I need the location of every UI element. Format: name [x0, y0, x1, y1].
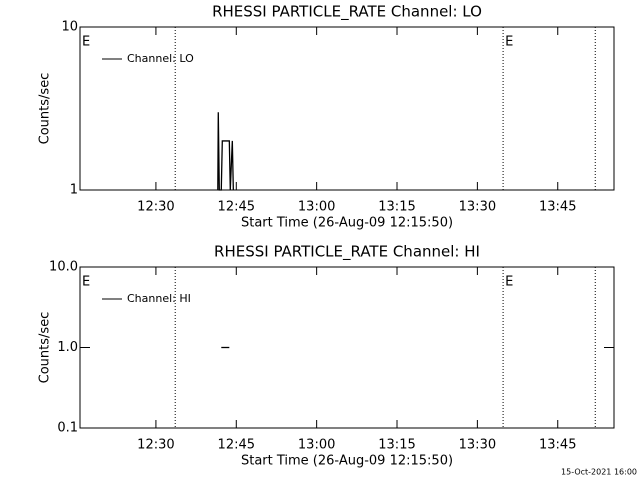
chart-title: RHESSI PARTICLE_RATE Channel: LO: [212, 3, 482, 22]
x-tick-label: 13:45: [539, 200, 576, 215]
x-tick-label: 12:30: [137, 438, 174, 453]
x-tick-label: 13:15: [378, 438, 415, 453]
footer: 15-Oct-2021 16:00: [561, 468, 637, 477]
x-tick-label: 13:00: [298, 200, 335, 215]
y-axis-label: Counts/sec: [38, 73, 53, 145]
y-axis-label: Counts/sec: [38, 312, 53, 384]
plot-frame: [79, 26, 615, 191]
y-tick-label: 0.1: [57, 421, 78, 436]
flag-label: E: [505, 275, 513, 290]
y-tick-label: 1.0: [57, 340, 78, 355]
x-tick-label: 13:00: [298, 438, 335, 453]
x-tick-label: 13:30: [459, 438, 496, 453]
data-line: [217, 112, 234, 191]
y-tick-label: 10: [61, 20, 78, 35]
x-axis-label: Start Time (26-Aug-09 12:15:50): [241, 216, 453, 231]
flag-label: E: [82, 35, 90, 50]
y-tick-label: 10.0: [49, 260, 78, 275]
x-axis-label: Start Time (26-Aug-09 12:15:50): [241, 454, 453, 469]
flag-label: E: [505, 35, 513, 50]
legend-label: Channel: HI: [127, 292, 191, 305]
x-tick-label: 13:30: [459, 200, 496, 215]
flag-label: E: [82, 275, 90, 290]
chart-title: RHESSI PARTICLE_RATE Channel: HI: [214, 243, 480, 262]
x-tick-label: 13:15: [378, 200, 415, 215]
legend-label: Channel: LO: [127, 52, 194, 65]
x-tick-label: 12:45: [218, 438, 255, 453]
x-tick-label: 13:45: [539, 438, 576, 453]
x-tick-label: 12:45: [218, 200, 255, 215]
y-tick-label: 1: [70, 183, 78, 198]
x-tick-label: 12:30: [137, 200, 174, 215]
